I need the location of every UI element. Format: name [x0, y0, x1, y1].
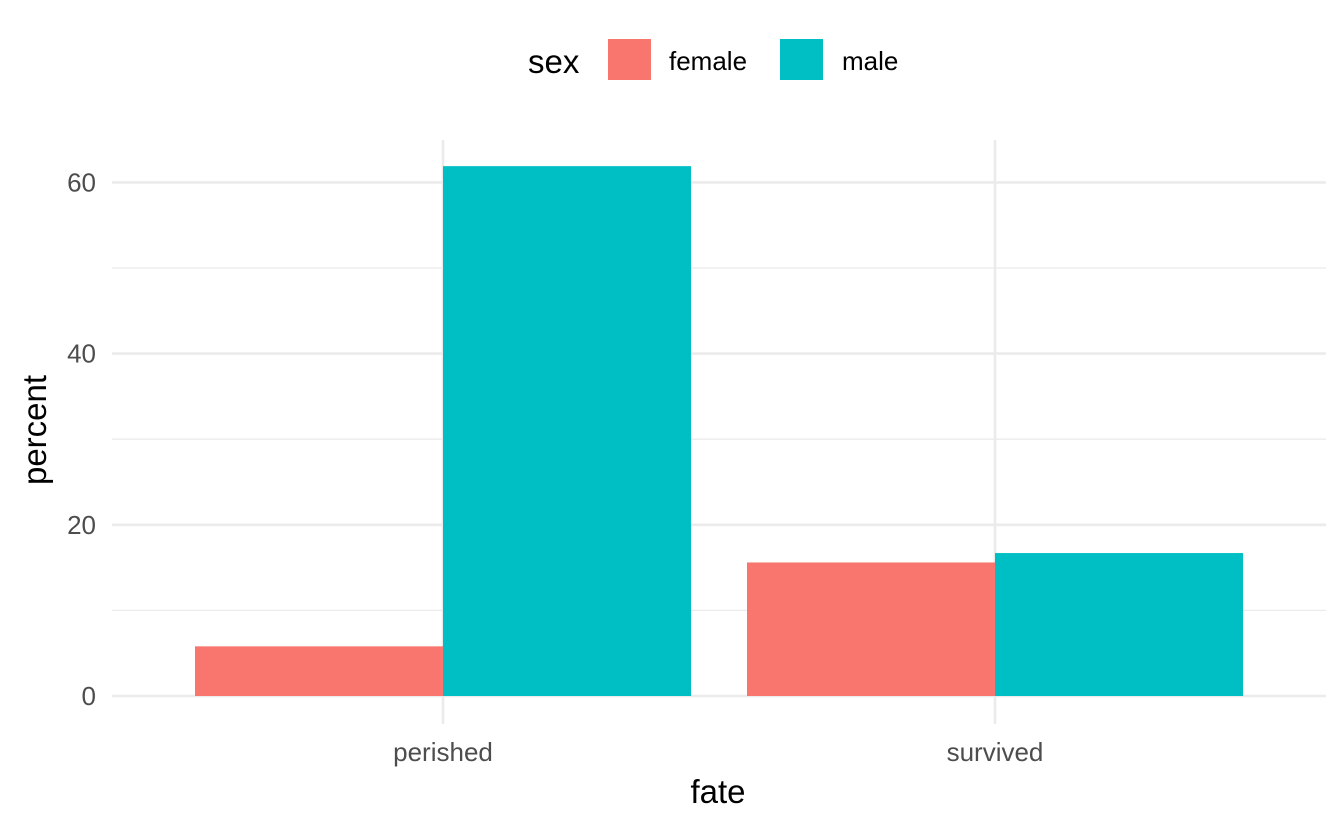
legend-label-male: male [842, 46, 898, 76]
legend-swatch-female [608, 39, 651, 80]
y-tick-label-20: 20 [67, 510, 96, 540]
legend-label-female: female [669, 46, 747, 76]
y-axis-title: percent [16, 375, 53, 485]
y-axis-tick-labels: 0 20 40 60 [67, 167, 96, 711]
y-tick-label-60: 60 [67, 167, 96, 197]
x-tick-label-perished: perished [393, 737, 493, 767]
legend: sex female male [528, 39, 898, 80]
bar-perished-male [443, 166, 691, 697]
bars [195, 166, 1243, 697]
bar-survived-female [747, 562, 995, 696]
bar-perished-female [195, 646, 443, 696]
y-tick-label-0: 0 [82, 681, 96, 711]
y-tick-label-40: 40 [67, 339, 96, 369]
bar-survived-male [995, 553, 1243, 696]
legend-swatch-male [780, 39, 823, 80]
legend-title: sex [528, 43, 580, 80]
x-axis-title: fate [690, 773, 745, 810]
x-tick-label-survived: survived [947, 737, 1044, 767]
x-axis-tick-labels: perished survived [393, 737, 1043, 767]
